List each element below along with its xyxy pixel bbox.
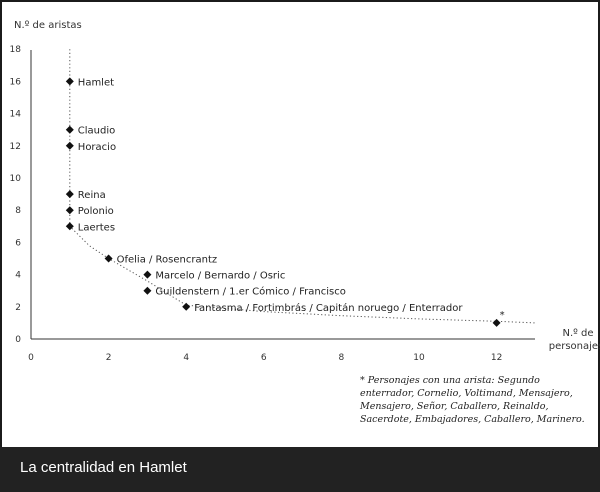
data-point-label: Claudio — [78, 126, 115, 137]
y-tick-label: 4 — [15, 271, 21, 281]
data-point-label: Horacio — [78, 142, 116, 153]
data-point-marker — [182, 302, 191, 311]
x-tick-label: 12 — [491, 353, 502, 363]
data-point-marker — [143, 286, 152, 295]
y-tick-label: 8 — [15, 206, 21, 216]
trend-curve — [69, 49, 536, 324]
data-point-label: Marcelo / Bernardo / Osric — [155, 271, 285, 282]
data-point-marker — [143, 270, 152, 279]
y-axis-label: N.º de aristas — [14, 20, 82, 31]
data-point-label: * — [500, 310, 505, 321]
data-point-label: Guildenstern / 1.er Cómico / Francisco — [155, 286, 345, 298]
x-tick-label: 10 — [413, 353, 425, 363]
scatter-chart: 0 2 4 6 8 10 12 0 2 4 6 8 10 12 14 16 18 Hamlet Claudio Ho… — [10, 20, 600, 363]
data-point-marker — [65, 141, 74, 150]
figure-caption: La centralidad en Hamlet — [20, 459, 187, 476]
data-point-marker — [492, 318, 501, 327]
data-point-label: Fantasma / Fortimbrás / Capitán noruego … — [194, 302, 463, 314]
y-tick-label: 0 — [15, 335, 21, 345]
data-point-marker — [65, 77, 74, 86]
y-tick-label: 12 — [10, 142, 21, 152]
data-point-marker — [65, 206, 74, 215]
data-point-marker — [65, 125, 74, 134]
x-tick-label: 8 — [339, 353, 345, 363]
y-tick-label: 6 — [15, 238, 21, 248]
footnote: * Personajes con una arista: Segundo ent… — [360, 375, 585, 425]
y-tick-label: 2 — [15, 303, 21, 313]
x-axis-label-line1: N.º de — [562, 328, 593, 339]
y-tick-label: 14 — [10, 110, 22, 120]
data-points: Hamlet Claudio Horacio Reina Polonio Laertes O… — [65, 77, 505, 327]
data-point-label: Reina — [78, 190, 106, 201]
data-point-marker — [65, 222, 74, 231]
chart-panel — [2, 2, 598, 447]
x-tick-label: 0 — [28, 353, 34, 363]
trend-line — [69, 49, 536, 324]
axes: 0 2 4 6 8 10 12 0 2 4 6 8 10 12 14 16 18 — [10, 45, 535, 363]
data-point-marker — [104, 254, 113, 263]
data-point-label: Laertes — [78, 222, 115, 233]
x-axis-label-line2: personajes — [549, 341, 600, 352]
data-point-label: Hamlet — [78, 77, 114, 88]
x-tick-label: 6 — [261, 353, 267, 363]
data-point-marker — [65, 190, 74, 199]
data-point-label: Polonio — [78, 206, 114, 217]
x-tick-label: 2 — [106, 353, 112, 363]
y-tick-label: 16 — [10, 77, 22, 87]
caption-bar — [0, 447, 600, 492]
y-tick-label: 10 — [10, 174, 22, 184]
data-point-label: Ofelia / Rosencrantz — [117, 255, 218, 266]
y-tick-label: 18 — [10, 45, 22, 55]
x-tick-label: 4 — [183, 353, 189, 363]
